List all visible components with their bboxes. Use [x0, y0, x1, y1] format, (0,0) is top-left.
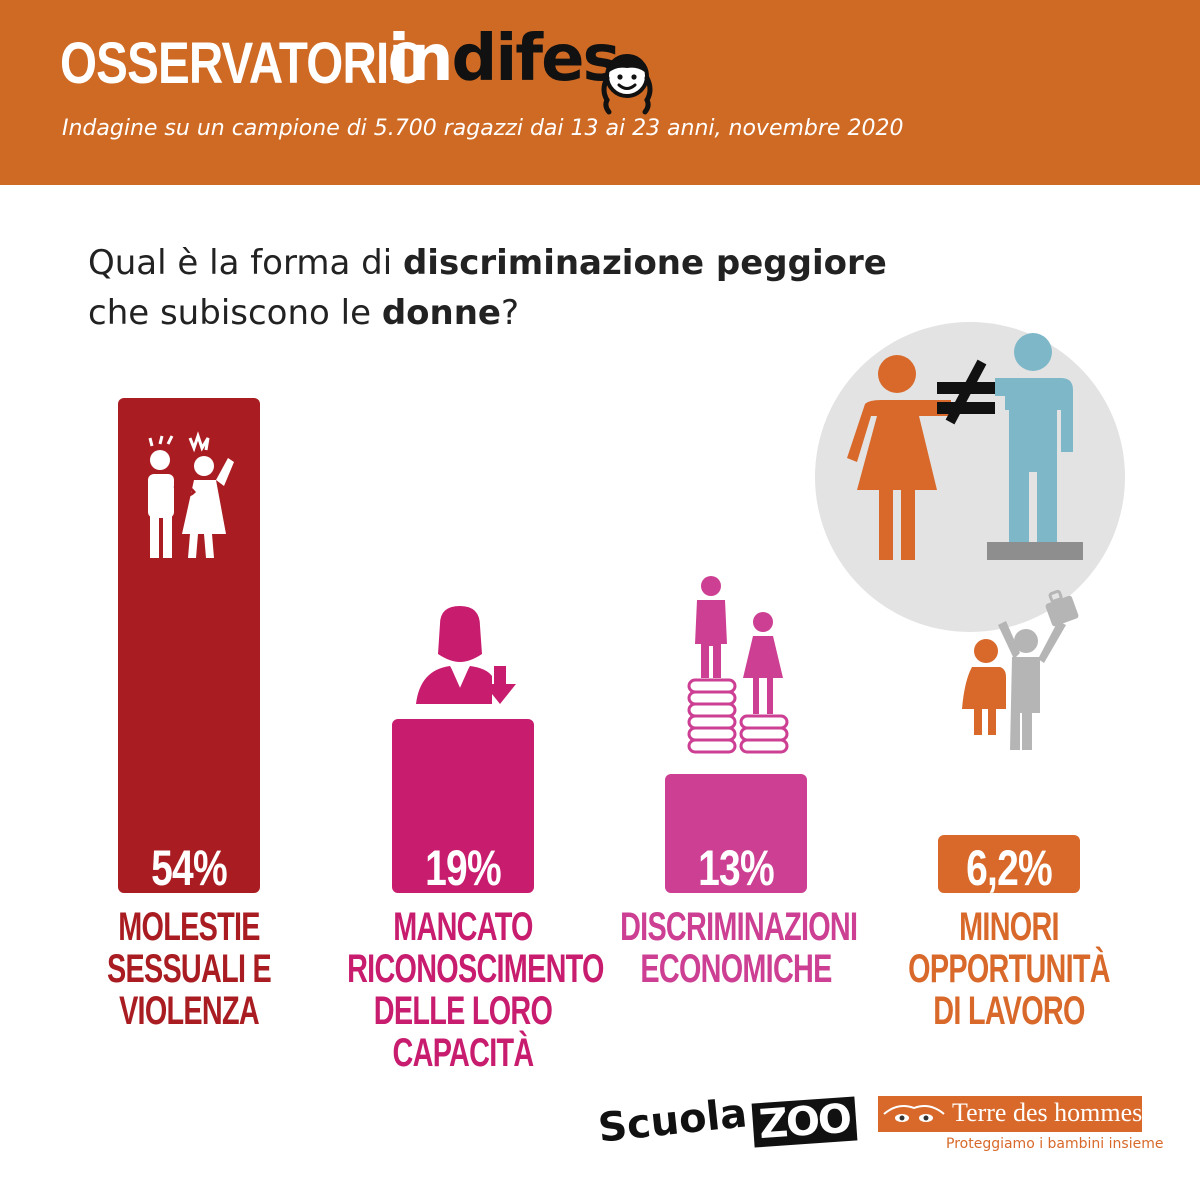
terre-des-hommes-name: Terre des hommes — [952, 1098, 1143, 1127]
woman-down-arrow-icon — [410, 604, 520, 718]
category-label-4: MINORI OPPORTUNITÀ DI LAVORO — [893, 906, 1125, 1032]
brand-name-part1: OSSERVATORIO — [60, 31, 425, 96]
bar-3 — [665, 774, 807, 893]
terre-des-hommes-logo: Terre des hommes Proteggiamo i bambini i… — [878, 1096, 1163, 1156]
bar-2 — [392, 719, 534, 893]
girl-face-icon — [601, 54, 653, 115]
scuolazoo-logo: Scuola ZOO — [596, 1090, 858, 1152]
bar-4 — [938, 835, 1080, 893]
category-label-2: MANCATO RICONOSCIMENTO DELLE LORO CAPACITÀ — [347, 905, 604, 1075]
brand-logo: OSSERVATORIO indifes — [60, 22, 621, 110]
job-opportunity-icon — [932, 585, 1082, 759]
bar-value-label-3: 13% — [698, 840, 775, 896]
bar-value-label-1: 54% — [151, 840, 228, 896]
category-label-line: DISCRIMINAZIONI — [620, 905, 858, 949]
bar-value-label-2: 19% — [425, 840, 502, 896]
survey-subtitle: Indagine su un campione di 5.700 ragazzi… — [62, 116, 904, 141]
category-label-1: MOLESTIE SESSUALI E VIOLENZA — [73, 906, 305, 1032]
category-label-line: SESSUALI E — [106, 947, 272, 991]
header-banner: OSSERVATORIO indifes Indagine su un camp… — [0, 0, 1200, 185]
category-label-line: DI LAVORO — [933, 989, 1085, 1033]
category-label-line: ECONOMICHE — [640, 947, 832, 991]
scuolazoo-logo-part2: ZOO — [751, 1096, 858, 1148]
terre-des-hommes-tagline: Proteggiamo i bambini insieme — [946, 1136, 1164, 1152]
question-title: Qual è la forma di discriminazione peggi… — [88, 243, 887, 333]
category-label-line: MANCATO — [393, 905, 533, 949]
category-label-line: RICONOSCIMENTO — [347, 947, 604, 991]
brand-name-part2: indifes — [388, 22, 621, 96]
child-face-icon — [883, 1105, 945, 1122]
bar-value-label-4: 6,2% — [966, 840, 1053, 896]
scuolazoo-logo-part1: Scuola — [596, 1090, 750, 1152]
category-label-line: MINORI — [959, 905, 1059, 949]
harassment-icon — [138, 428, 238, 562]
category-label-line: CAPACITÀ — [392, 1031, 535, 1075]
category-label-line: VIOLENZA — [119, 989, 260, 1033]
category-label-3: DISCRIMINAZIONI ECONOMICHE — [620, 905, 858, 991]
coins-people-icon — [683, 574, 793, 768]
category-label-line: OPPORTUNITÀ — [908, 947, 1110, 991]
category-label-line: DELLE LORO — [373, 989, 553, 1033]
woman-not-equal-man-icon — [847, 333, 1083, 560]
bar-1 — [118, 398, 260, 893]
category-label-line: MOLESTIE — [118, 905, 260, 949]
